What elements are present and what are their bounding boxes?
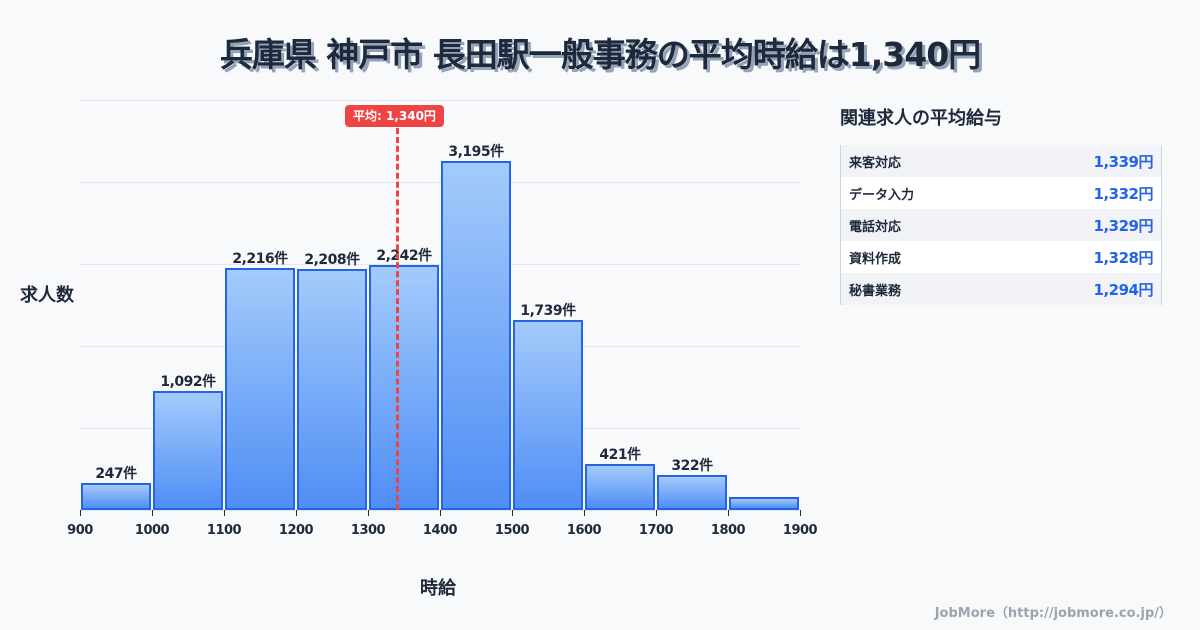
- bar-value-label: 421件: [599, 447, 641, 463]
- x-axis-tick-label: 1900: [782, 523, 818, 538]
- x-axis-tick: [512, 510, 513, 516]
- x-axis-label: 時給: [420, 578, 456, 599]
- page-title: 兵庫県 神戸市 長田駅一般事務の平均時給は1,340円: [219, 35, 981, 74]
- histogram-bar: [513, 320, 583, 510]
- x-axis-tick-label: 1500: [494, 523, 530, 538]
- x-axis-tick: [80, 510, 81, 516]
- histogram-bar: [657, 475, 727, 510]
- x-axis-tick-label: 1600: [566, 523, 602, 538]
- gridline: [80, 182, 800, 183]
- x-axis-tick: [728, 510, 729, 516]
- job-salary: 1,329円: [1093, 216, 1154, 235]
- x-axis-tick-label: 1000: [134, 523, 170, 538]
- y-axis-label: 求人数: [20, 285, 74, 306]
- table-row: データ入力 1,332円: [841, 177, 1161, 209]
- histogram-bar: [153, 391, 223, 510]
- x-axis-tick-label: 1100: [206, 523, 242, 538]
- bar-value-label: 3,195件: [448, 144, 504, 160]
- x-axis-tick: [296, 510, 297, 516]
- histogram-bar: [585, 464, 655, 510]
- histogram-chart: 求人数 時給 247件 1,092件 2,216件 2,208件 2,242件 3,195…: [20, 100, 818, 599]
- job-salary: 1,332円: [1093, 184, 1154, 203]
- job-name: 資料作成: [849, 251, 902, 267]
- x-axis-tick-label: 1800: [710, 523, 746, 538]
- x-axis-tick: [440, 510, 441, 516]
- bar-value-label: 2,208件: [304, 252, 360, 268]
- footer-credit: JobMore（http://jobmore.co.jp/）: [934, 606, 1172, 621]
- gridline: [80, 100, 800, 101]
- bar-value-label: 1,092件: [160, 374, 216, 390]
- bar-value-label: 2,242件: [376, 248, 432, 264]
- job-name: 秘書業務: [849, 283, 902, 299]
- table-row: 来客対応 1,339円: [841, 145, 1161, 177]
- x-axis-tick-label: 1400: [422, 523, 458, 538]
- average-badge: 平均: 1,340円: [345, 105, 444, 127]
- bar-value-label: 1,739件: [520, 303, 576, 319]
- x-axis-tick-label: 1200: [278, 523, 314, 538]
- histogram-bar: [441, 161, 511, 510]
- gridline: [80, 428, 800, 429]
- bar-value-label: 247件: [95, 466, 137, 482]
- x-axis-tick-label: 1700: [638, 523, 674, 538]
- job-salary: 1,328円: [1093, 248, 1154, 267]
- x-axis-tick: [656, 510, 657, 516]
- x-axis-tick: [368, 510, 369, 516]
- job-name: 電話対応: [849, 219, 902, 235]
- job-name: データ入力: [849, 187, 915, 203]
- table-row: 資料作成 1,328円: [841, 241, 1161, 273]
- histogram-bar: [297, 269, 367, 510]
- x-axis-tick-label: 900: [67, 523, 93, 538]
- bar-value-label: 322件: [671, 458, 713, 474]
- x-axis-tick-label: 1300: [350, 523, 386, 538]
- bar-value-label: 2,216件: [232, 251, 288, 267]
- histogram-bar: [369, 265, 439, 510]
- histogram-bar: [729, 497, 799, 510]
- job-salary: 1,294円: [1093, 280, 1154, 299]
- histogram-bar: [81, 483, 151, 510]
- related-salary-title: 関連求人の平均給与: [840, 108, 1002, 129]
- x-axis-tick: [800, 510, 801, 516]
- x-axis-tick: [224, 510, 225, 516]
- table-row: 電話対応 1,329円: [841, 209, 1161, 241]
- x-axis-tick: [584, 510, 585, 516]
- related-salary-table: 来客対応 1,339円 データ入力 1,332円 電話対応 1,329円 資料作…: [840, 145, 1162, 305]
- histogram-bar: [225, 268, 295, 510]
- gridline: [80, 264, 800, 265]
- table-row: 秘書業務 1,294円: [841, 273, 1161, 305]
- x-axis-tick: [152, 510, 153, 516]
- gridline: [80, 346, 800, 347]
- job-salary: 1,339円: [1093, 152, 1154, 171]
- average-line: [396, 128, 399, 510]
- job-name: 来客対応: [849, 155, 902, 171]
